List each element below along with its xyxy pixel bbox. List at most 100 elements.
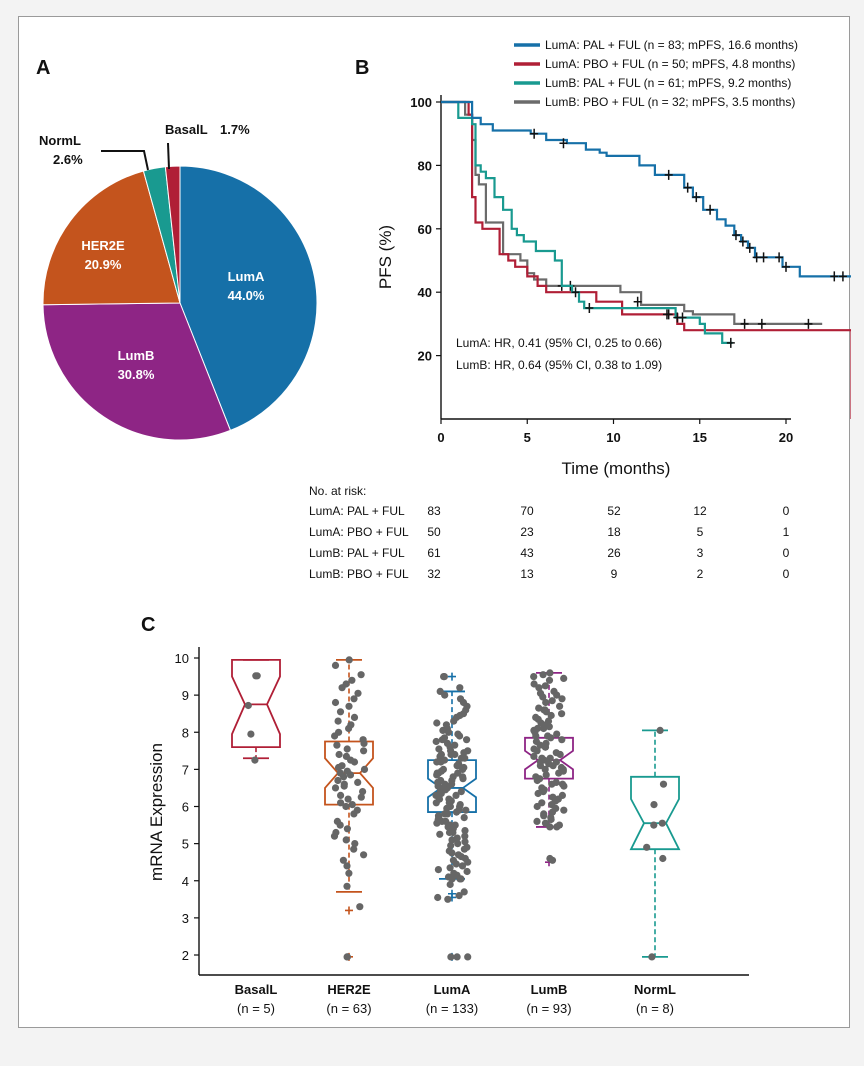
box-data-point [350,695,358,703]
box-data-point [441,691,449,699]
box-data-point [330,832,339,840]
box-data-point [542,771,550,779]
km-x-tick-label: 20 [779,430,793,445]
pie-label-her2e: HER2E [81,238,125,253]
box-data-point [459,775,467,783]
box-data-point [437,789,445,798]
box-group-n: (n = 5) [237,1001,275,1016]
box-group-name: LumB [531,982,568,997]
km-y-tick-label: 80 [418,158,432,173]
km-censor-mark [706,204,715,215]
box-data-point [331,732,339,740]
risk-cell: 83 [427,504,441,518]
box-data-point [433,771,441,779]
box-data-point [534,789,542,798]
box-data-point [659,854,667,863]
box-group-n: (n = 8) [636,1001,674,1016]
box-data-point [463,736,471,744]
box-data-point [545,676,554,684]
box-data-point [530,673,538,681]
box-data-point [548,808,557,816]
box-y-tick-label: 8 [182,725,189,740]
panel-c-label: C [141,614,155,636]
pie-value-luma: 44.0% [228,288,265,303]
box-data-point [453,762,461,770]
box-data-point [463,867,471,876]
risk-cell: 5 [697,525,704,539]
km-y-axis-label: PFS (%) [376,225,395,289]
km-y-tick-label: 40 [418,285,432,300]
panel-a-label: A [36,57,50,79]
box-data-point [247,730,255,738]
risk-cell: 0 [783,567,790,581]
box-data-point [350,713,359,722]
box-data-point [331,784,340,792]
box-data-point [556,750,564,759]
box-data-point [443,804,451,813]
box-data-point [251,756,259,764]
box-y-tick-label: 2 [182,948,189,963]
box-y-tick-label: 9 [182,688,189,703]
km-censor-mark [830,271,839,282]
box-data-point [354,689,362,697]
box-group-name: LumA [434,982,471,997]
km-censor-mark [692,192,701,203]
box-data-point [558,695,566,703]
box-data-point [444,895,452,903]
box-data-point [648,953,656,961]
box-data-point [452,808,461,816]
risk-cell: 32 [427,567,441,581]
box-data-point [343,862,351,870]
risk-row-label: LumA: PAL + FUL [309,504,405,518]
km-censor-mark [838,271,847,282]
risk-cell: 61 [427,546,441,560]
box-data-point [445,728,453,736]
box-data-point [343,953,351,961]
box-data-point [460,814,468,822]
km-legend-entry: LumA: PBO + FUL (n = 50; mPFS, 4.8 month… [545,57,795,71]
box-data-point [360,765,369,774]
km-censor-mark [678,312,687,323]
at-risk-table: No. at risk:LumA: PAL + FUL 83 70 52 12 0LumA… [309,484,790,581]
pie-label-normL: NormL [39,133,81,148]
box-data-point [437,750,445,759]
km-censor-mark [559,138,568,149]
box-data-point [546,754,554,762]
box-data-point [343,745,351,753]
box-data-point [342,802,350,811]
box-data-point [656,726,664,735]
box-data-point [555,769,563,777]
km-censor-mark [782,261,790,272]
pie-slice-her2e [42,170,181,306]
box-data-point [340,773,348,781]
box-data-point [448,849,456,857]
box-body-norml [629,775,681,851]
risk-table-title: No. at risk: [309,484,366,498]
risk-cell: 0 [783,504,790,518]
box-data-point [436,830,444,838]
km-curve-3 [441,100,823,325]
box-data-point [454,840,462,848]
box-data-point [337,791,345,800]
box-data-point [450,717,458,725]
box-data-point [541,765,549,774]
risk-cell: 9 [611,567,618,581]
km-curve-2 [441,100,733,344]
box-data-point [343,825,351,833]
risk-cell: 43 [520,546,534,560]
box-data-point [461,827,469,835]
risk-row-label: LumB: PBO + FUL [309,567,409,581]
box-data-point [542,698,550,707]
km-x-tick-label: 15 [693,430,707,445]
figure-panel: A B C LumA 44.0% LumB 30.8% HER2E 20.9% NormL 2… [18,16,851,1028]
pie-label-basalL: BasalL [165,122,208,137]
box-group-n: (n = 63) [326,1001,371,1016]
km-legend: LumA: PAL + FUL (n = 83; mPFS, 16.6 mont… [514,38,798,109]
box-data-point [443,810,452,818]
pie-leader-normL [101,150,149,171]
box-data-point [458,862,467,870]
box-y-tick-label: 5 [182,837,189,852]
box-data-point [348,676,356,684]
box-data-point [558,780,567,788]
km-censor-mark [731,230,740,241]
